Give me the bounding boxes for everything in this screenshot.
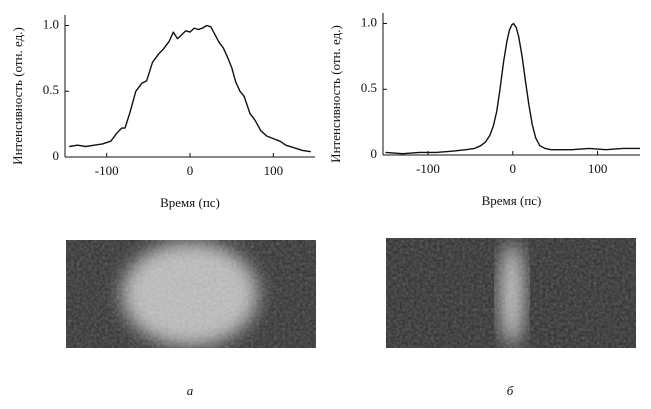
y-tick-label: 1.0: [361, 15, 377, 30]
y-tick-label: 1.0: [43, 17, 59, 32]
streak-image-b: [386, 238, 636, 348]
streak-image-a: [66, 240, 316, 348]
y-tick-label: 0.5: [361, 80, 377, 95]
x-axis-label: Время (пс): [160, 195, 220, 210]
y-tick-label: 0: [53, 148, 60, 163]
y-axis-label: Интенсивность (отн. ед.): [10, 27, 25, 165]
x-tick-label: -100: [416, 161, 440, 176]
x-tick-label: 0: [510, 161, 517, 176]
x-tick-label: 0: [187, 163, 194, 178]
y-tick-label: 0: [371, 146, 378, 161]
y-tick-label: 0.5: [43, 82, 59, 97]
x-tick-label: 100: [264, 163, 284, 178]
panel-label: а: [187, 383, 194, 398]
x-tick-label: 100: [588, 161, 608, 176]
x-axis-label: Время (пс): [482, 193, 542, 208]
panel-label: б: [507, 383, 514, 398]
y-axis-label: Интенсивность (отн. ед.): [328, 25, 343, 163]
intensity-line: [69, 24, 311, 153]
intensity-line: [385, 22, 640, 155]
x-tick-label: -100: [95, 163, 119, 178]
